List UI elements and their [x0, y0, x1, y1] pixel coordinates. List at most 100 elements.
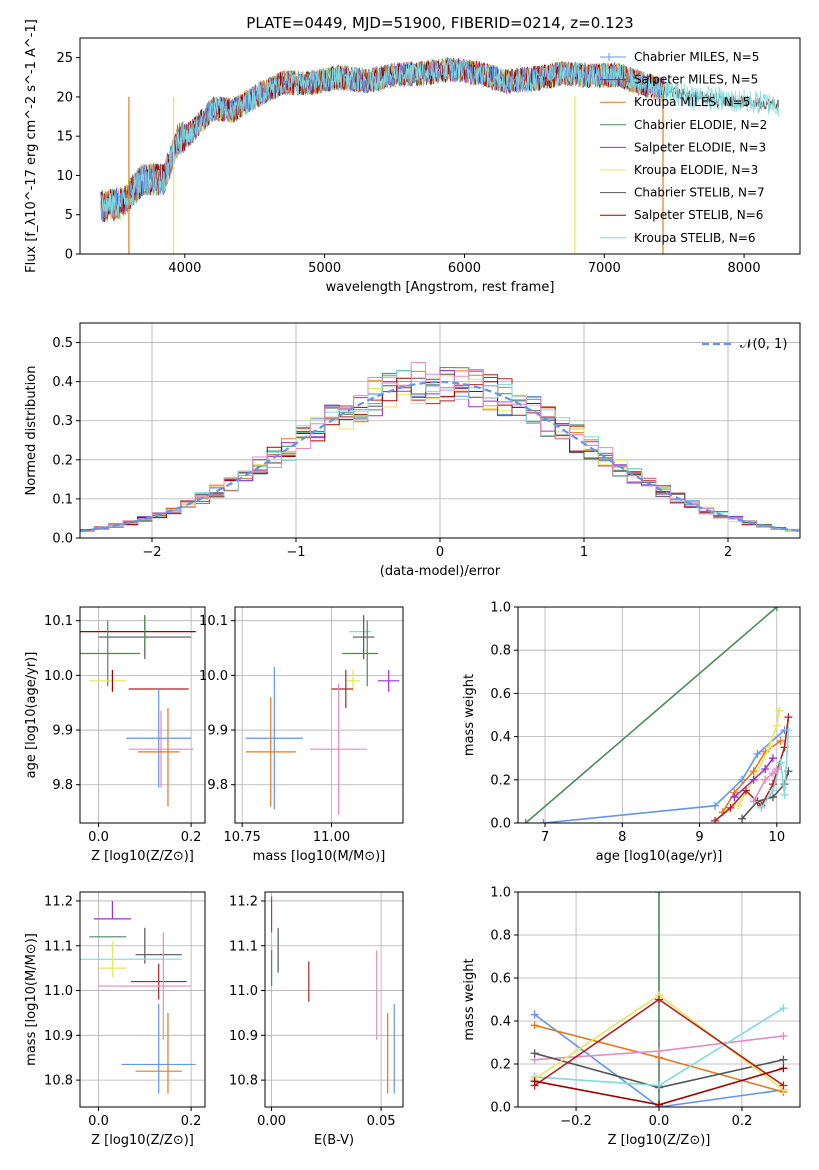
- weight-marker: [779, 1055, 788, 1064]
- weight-marker: [772, 765, 781, 773]
- weight-marker: [539, 819, 548, 823]
- y-tick-label: 0.6: [490, 972, 511, 987]
- weight-marker: [768, 769, 777, 778]
- weight-marker: [711, 801, 720, 810]
- legend-label: Salpeter STELIB, N=6: [634, 208, 763, 222]
- axes: −2 −1 0 1 2 0.0 0.1 0.2 0.3 0.4 0.5 (data-model)/er…: [24, 322, 801, 579]
- legend-label: 𝒩(0, 1): [740, 337, 787, 352]
- x-tick-label: 7: [541, 830, 549, 845]
- y-tick-label: 25: [56, 51, 73, 66]
- spectrum-line: [100, 57, 780, 219]
- weight-marker: [530, 1077, 539, 1086]
- x-tick-label: 1: [580, 545, 588, 560]
- y-tick-label: 11.1: [44, 939, 73, 954]
- axes-frame: [79, 606, 206, 824]
- y-tick-label: 10.0: [199, 669, 228, 684]
- figure-title: PLATE=0449, MJD=51900, FIBERID=0214, z=0…: [246, 14, 633, 32]
- legend-marker: [605, 53, 613, 61]
- x-axis-label: Z [log10(Z/Z⊙)]: [91, 1133, 194, 1148]
- x-axis-label: E(B-V): [314, 1133, 354, 1148]
- weight-marker: [655, 995, 663, 1004]
- y-tick-label: 5: [65, 208, 73, 223]
- weight-marker: [772, 607, 781, 611]
- weight-marker: [530, 1021, 539, 1030]
- axes-frame: [234, 606, 404, 824]
- y-axis-label: mass weight: [462, 958, 477, 1040]
- y-tick-label: 0.2: [490, 1058, 511, 1073]
- y-tick-label: 0.0: [490, 1101, 511, 1116]
- x-tick-label: 10.75: [224, 830, 261, 845]
- y-tick-label: 10.8: [229, 1074, 258, 1089]
- x-tick-label: 0.2: [181, 1114, 202, 1129]
- plot-area: [521, 607, 793, 823]
- weight-marker: [738, 775, 747, 784]
- axes-frame: [517, 606, 801, 824]
- panel-residuals: −2 −1 0 1 2 0.0 0.1 0.2 0.3 0.4 0.5 (data-model)/er…: [24, 322, 801, 579]
- y-tick-label: 1.0: [490, 601, 511, 616]
- weight-marker: [711, 816, 720, 823]
- weight-marker: [757, 803, 766, 812]
- y-tick-label: 9.9: [52, 724, 73, 739]
- x-tick-label: 7000: [588, 261, 621, 276]
- weight-series: [525, 607, 778, 823]
- panel-mass_vs_ebv: 0.00 0.05 10.8 10.9 11.0 11.1 11.2 E(B-V): [229, 891, 404, 1148]
- x-axis-label: mass [log10(M/M⊙)]: [253, 849, 386, 864]
- gaussian-curve: [80, 380, 800, 533]
- x-tick-label: 9: [695, 830, 703, 845]
- weight-marker: [779, 1081, 788, 1090]
- y-tick-label: 1.0: [490, 886, 511, 901]
- y-tick-label: 20: [56, 90, 73, 105]
- x-axis-label: age [log10(age/yr)]: [596, 849, 723, 864]
- weight-marker: [741, 786, 750, 795]
- weight-marker: [784, 713, 793, 722]
- x-tick-label: 2: [724, 545, 732, 560]
- weight-marker: [530, 1049, 539, 1058]
- y-axis-label: mass [log10(M/M⊙)]: [24, 933, 39, 1066]
- x-tick-label: 5000: [308, 261, 341, 276]
- y-tick-label: 0.8: [490, 644, 511, 659]
- y-tick-label: 11.2: [229, 894, 258, 909]
- x-tick-label: 0.2: [732, 1114, 753, 1129]
- weight-marker: [761, 775, 770, 784]
- weight-marker: [655, 892, 663, 896]
- weight-series: [733, 757, 774, 798]
- x-tick-label: 8000: [728, 261, 761, 276]
- x-axis-label: (data-model)/error: [380, 564, 501, 579]
- y-tick-label: 10.1: [44, 614, 73, 629]
- axes: −0.2 0.0 0.2 0.0 0.2 0.4 0.6 0.8 1.0 Z [log10(Z/Z…: [462, 886, 801, 1148]
- weight-marker: [779, 1064, 788, 1073]
- weight-marker: [779, 1032, 788, 1041]
- x-tick-label: 0.0: [88, 830, 109, 845]
- x-tick-label: 0.05: [367, 1114, 396, 1129]
- y-tick-label: 10.8: [44, 1074, 73, 1089]
- axes: 0.00 0.05 10.8 10.9 11.0 11.1 11.2 E(B-V): [229, 891, 404, 1148]
- y-tick-label: 10.0: [44, 669, 73, 684]
- panel-age_vs_mass: 10.75 11.00 9.8 9.9 10.0 10.1 mass [log10(M/M⊙…: [199, 606, 404, 864]
- y-tick-label: 10.1: [199, 614, 228, 629]
- x-tick-label: −0.2: [560, 1114, 592, 1129]
- y-tick-label: 9.8: [207, 778, 228, 793]
- x-axis-label: Z [log10(Z/Z⊙)]: [91, 849, 194, 864]
- weight-marker: [730, 793, 739, 802]
- legend-label: Salpeter ELODIE, N=3: [634, 140, 766, 154]
- weight-series: [752, 768, 778, 802]
- plot-area: [270, 896, 395, 1094]
- y-tick-label: 9.9: [207, 724, 228, 739]
- weight-marker: [530, 1010, 539, 1019]
- y-tick-label: 0.4: [490, 1015, 511, 1030]
- legend-label: Kroupa ELODIE, N=3: [634, 163, 758, 177]
- y-tick-label: 0.3: [52, 414, 73, 429]
- y-tick-label: 0.0: [52, 532, 73, 547]
- weight-marker: [765, 743, 774, 752]
- y-tick-label: 0.2: [490, 773, 511, 788]
- y-tick-label: 11.0: [229, 984, 258, 999]
- x-tick-label: 0.2: [181, 830, 202, 845]
- x-tick-label: 0: [436, 545, 444, 560]
- legend-label: Kroupa STELIB, N=6: [634, 231, 756, 245]
- axes: 0.0 0.2 9.8 9.9 10.0 10.1 Z [log10(Z/Z⊙)] age […: [24, 606, 206, 864]
- x-axis-label: Z [log10(Z/Z⊙)]: [608, 1133, 711, 1148]
- y-tick-label: 10.9: [44, 1029, 73, 1044]
- weight-marker: [726, 803, 735, 812]
- axes: 0.0 0.2 10.8 10.9 11.0 11.1 11.2 Z [log10(Z/Z⊙)…: [24, 891, 206, 1148]
